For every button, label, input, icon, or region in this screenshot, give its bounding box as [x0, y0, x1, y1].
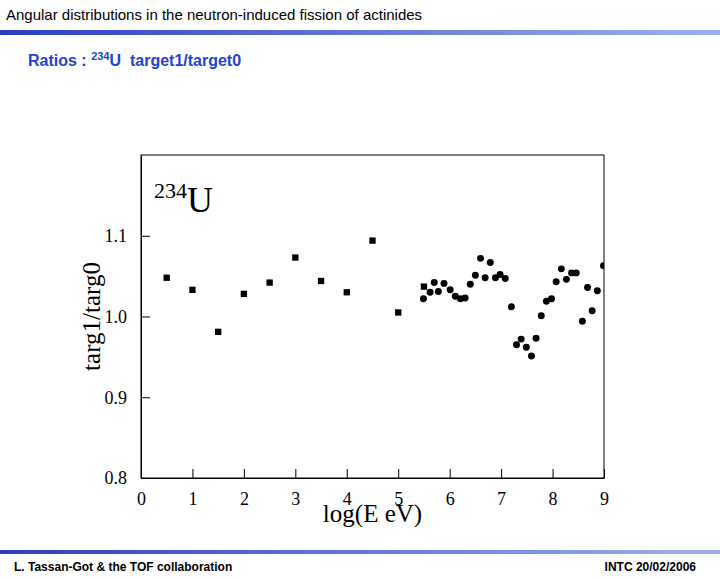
- point-circle: [594, 287, 601, 294]
- point-circle: [600, 262, 604, 269]
- x-tick-mark: [192, 469, 193, 478]
- x-tick-label: 9: [600, 489, 609, 509]
- y-axis: 0.8 0.9 1.0 1.1: [105, 156, 151, 489]
- point-circle: [573, 269, 580, 276]
- y-tick: 0.9: [105, 388, 151, 408]
- x-tick: 7: [497, 469, 506, 509]
- x-axis-line: [142, 478, 605, 479]
- annotation: 234U: [154, 178, 213, 220]
- point-square: [266, 279, 272, 285]
- point-circle: [427, 289, 434, 296]
- point-circle: [579, 318, 586, 325]
- point-circle: [435, 288, 442, 295]
- point-circle: [487, 259, 494, 266]
- x-tick-mark: [450, 469, 451, 478]
- point-square: [421, 283, 427, 289]
- slide: Angular distributions in the neutron-ind…: [0, 0, 720, 579]
- x-tick: 1: [188, 469, 197, 509]
- subtitle: Ratios : 234U target1/target0: [28, 50, 241, 69]
- point-circle: [420, 295, 427, 302]
- x-tick-mark: [398, 469, 399, 478]
- x-tick-mark: [501, 469, 502, 478]
- point-circle: [553, 278, 560, 285]
- y-tick: 1.1: [105, 226, 151, 246]
- footer-author: L. Tassan-Got & the TOF collaboration: [14, 560, 232, 574]
- y-tick: 1.0: [105, 307, 151, 327]
- x-tick-label: 0: [137, 489, 146, 509]
- subtitle-mass: 234: [91, 50, 110, 62]
- x-tick-mark: [295, 469, 296, 478]
- point-circle: [472, 272, 479, 279]
- header-bar: [0, 30, 720, 35]
- subtitle-text: U target1/target0: [109, 52, 241, 69]
- point-square: [344, 289, 350, 295]
- y-tick-label: 0.8: [105, 468, 128, 488]
- point-circle: [538, 312, 545, 319]
- point-square: [369, 237, 375, 243]
- point-circle: [482, 274, 489, 281]
- point-square: [395, 309, 401, 315]
- point-circle: [508, 303, 515, 310]
- y-tick: 0.8: [105, 468, 151, 488]
- point-square: [215, 329, 221, 335]
- x-tick-label: 1: [188, 489, 197, 509]
- point-circle: [528, 353, 535, 360]
- y-tick-mark: [141, 236, 150, 237]
- x-tick-mark: [347, 469, 348, 478]
- point-circle: [589, 307, 596, 314]
- point-circle: [523, 344, 530, 351]
- point-circle: [533, 335, 540, 342]
- point-circle: [502, 275, 509, 282]
- point-circle: [558, 265, 565, 272]
- point-circle: [584, 284, 591, 291]
- point-circle: [518, 336, 525, 343]
- y-tick-label: 0.9: [105, 388, 128, 408]
- x-tick-label: 7: [497, 489, 506, 509]
- y-axis-title: targ1/targ0: [78, 262, 105, 371]
- point-square: [292, 254, 298, 260]
- plot-frame: [141, 155, 604, 478]
- point-circle: [548, 295, 555, 302]
- y-tick-label: 1.1: [105, 226, 128, 246]
- point-circle: [447, 286, 454, 293]
- x-tick-label: 3: [291, 489, 300, 509]
- point-circle: [467, 281, 474, 288]
- subtitle-text: Ratios :: [28, 52, 91, 69]
- point-circle: [431, 279, 438, 286]
- y-tick-mark: [141, 317, 150, 318]
- point-square: [318, 278, 324, 284]
- x-tick-label: 2: [240, 489, 249, 509]
- x-tick-label: 8: [549, 489, 558, 509]
- y-tick-mark: [141, 478, 150, 479]
- point-circle: [513, 341, 520, 348]
- x-tick-label: 6: [446, 489, 455, 509]
- plot-area: [164, 237, 604, 359]
- x-tick-mark: [553, 469, 554, 478]
- x-tick: 8: [549, 469, 558, 509]
- footer-bar: [0, 550, 720, 554]
- y-tick-mark: [141, 397, 150, 398]
- annotation-symbol: U: [187, 180, 213, 220]
- x-tick-mark: [604, 469, 605, 478]
- y-tick-label: 1.0: [105, 307, 128, 327]
- point-square: [164, 275, 170, 281]
- point-circle: [441, 280, 448, 287]
- footer-date: INTC 20/02/2006: [605, 560, 697, 574]
- annotation-mass: 234: [154, 178, 187, 203]
- point-circle: [462, 294, 469, 301]
- slide-title: Angular distributions in the neutron-ind…: [6, 6, 422, 23]
- point-square: [241, 291, 247, 297]
- x-tick: 9: [600, 469, 609, 509]
- point-circle: [477, 255, 484, 262]
- point-square: [189, 287, 195, 293]
- x-axis-title: log(E eV): [323, 500, 422, 528]
- x-tick: 6: [446, 469, 455, 509]
- point-circle: [563, 276, 570, 283]
- x-tick: 2: [240, 469, 249, 509]
- x-tick: 3: [291, 469, 300, 509]
- x-tick-mark: [244, 469, 245, 478]
